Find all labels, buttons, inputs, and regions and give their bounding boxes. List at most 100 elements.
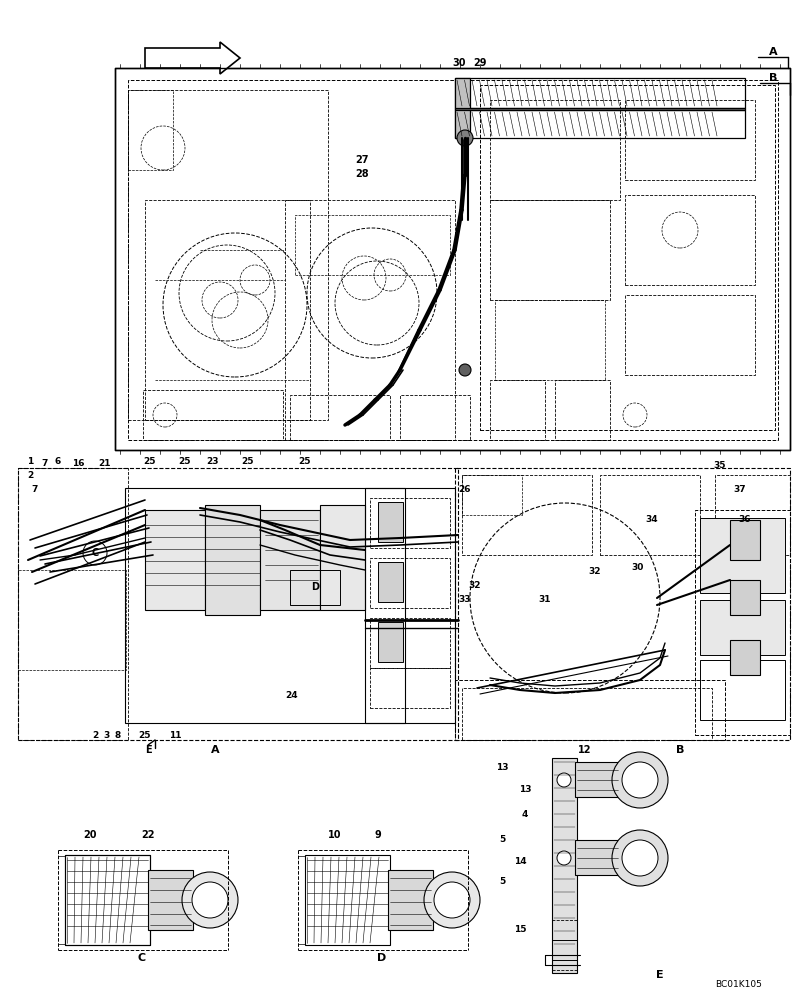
Text: 25: 25 <box>178 458 191 466</box>
Bar <box>495 300 604 380</box>
Polygon shape <box>145 42 240 74</box>
Text: 3: 3 <box>104 730 110 739</box>
Bar <box>489 100 620 200</box>
Bar <box>290 395 389 440</box>
Bar <box>145 510 204 610</box>
Text: 15: 15 <box>513 925 526 934</box>
Bar <box>729 640 759 675</box>
Bar <box>461 475 591 555</box>
Text: BC01K105: BC01K105 <box>714 980 761 989</box>
Bar <box>305 855 389 945</box>
Bar <box>714 475 789 555</box>
Bar <box>489 380 544 440</box>
Bar <box>624 295 754 375</box>
Text: A: A <box>768 47 776 57</box>
Bar <box>454 468 789 740</box>
Text: 34: 34 <box>645 516 658 524</box>
Text: D: D <box>377 953 386 963</box>
Circle shape <box>433 882 470 918</box>
Text: 25: 25 <box>144 458 156 466</box>
Bar <box>479 85 774 430</box>
Bar <box>454 78 470 138</box>
Bar <box>454 78 744 108</box>
Bar <box>454 110 744 138</box>
Text: 36: 36 <box>738 516 750 524</box>
Bar <box>128 90 173 170</box>
Bar <box>454 680 724 740</box>
Text: 14: 14 <box>513 857 526 866</box>
Text: 27: 27 <box>354 155 368 165</box>
Circle shape <box>556 851 570 865</box>
Bar <box>18 468 128 740</box>
Bar <box>128 80 777 440</box>
Bar <box>18 468 457 740</box>
Bar <box>378 502 402 542</box>
Bar <box>143 390 283 440</box>
Text: 32: 32 <box>588 568 600 576</box>
Bar <box>729 520 759 560</box>
Text: 25: 25 <box>139 730 151 739</box>
Text: 35: 35 <box>713 460 725 470</box>
Bar <box>260 510 320 610</box>
Text: 8: 8 <box>114 730 121 739</box>
Text: E: E <box>144 745 151 755</box>
Bar <box>115 68 789 450</box>
Text: A: A <box>210 745 219 755</box>
Text: 24: 24 <box>285 690 298 700</box>
Bar <box>204 505 260 615</box>
Circle shape <box>621 840 657 876</box>
Bar <box>729 580 759 615</box>
Bar <box>699 600 784 655</box>
Text: 2: 2 <box>92 730 98 739</box>
Bar <box>365 488 454 723</box>
Circle shape <box>191 882 228 918</box>
Text: 12: 12 <box>577 745 591 755</box>
Text: 32: 32 <box>468 582 481 590</box>
Circle shape <box>621 762 657 798</box>
Text: 29: 29 <box>473 58 486 68</box>
Text: B: B <box>768 73 776 83</box>
Circle shape <box>611 752 667 808</box>
Text: 13: 13 <box>518 786 530 794</box>
Bar <box>461 688 711 740</box>
Bar <box>294 215 449 275</box>
Bar <box>388 870 432 930</box>
Text: B: B <box>675 745 684 755</box>
Text: 5: 5 <box>498 878 504 886</box>
Text: 11: 11 <box>169 730 181 739</box>
Text: 30: 30 <box>452 58 466 68</box>
Bar <box>454 108 744 110</box>
Bar <box>370 668 449 708</box>
Bar <box>320 505 365 610</box>
Text: E: E <box>655 970 663 980</box>
Bar <box>624 195 754 285</box>
Text: 31: 31 <box>538 595 551 604</box>
Bar <box>599 475 699 555</box>
Text: 5: 5 <box>498 835 504 844</box>
Text: 10: 10 <box>328 830 341 840</box>
Bar <box>551 920 577 970</box>
Bar <box>400 395 470 440</box>
Bar <box>18 570 126 670</box>
Bar <box>574 840 620 875</box>
Circle shape <box>182 872 238 928</box>
Text: 22: 22 <box>141 830 155 840</box>
Bar <box>370 558 449 608</box>
Text: 13: 13 <box>496 764 508 772</box>
Circle shape <box>423 872 479 928</box>
Text: 23: 23 <box>207 456 219 466</box>
Text: 2: 2 <box>27 472 33 481</box>
Text: 16: 16 <box>71 458 84 468</box>
Text: 7: 7 <box>32 486 38 494</box>
Bar <box>489 200 609 300</box>
Bar <box>574 762 620 797</box>
Circle shape <box>458 364 470 376</box>
Bar <box>551 940 577 960</box>
Circle shape <box>556 773 570 787</box>
Bar <box>370 618 449 668</box>
Text: 7: 7 <box>41 458 48 468</box>
Text: 1: 1 <box>27 458 33 466</box>
Bar <box>699 518 784 593</box>
Bar <box>551 758 577 973</box>
Bar <box>65 855 150 945</box>
